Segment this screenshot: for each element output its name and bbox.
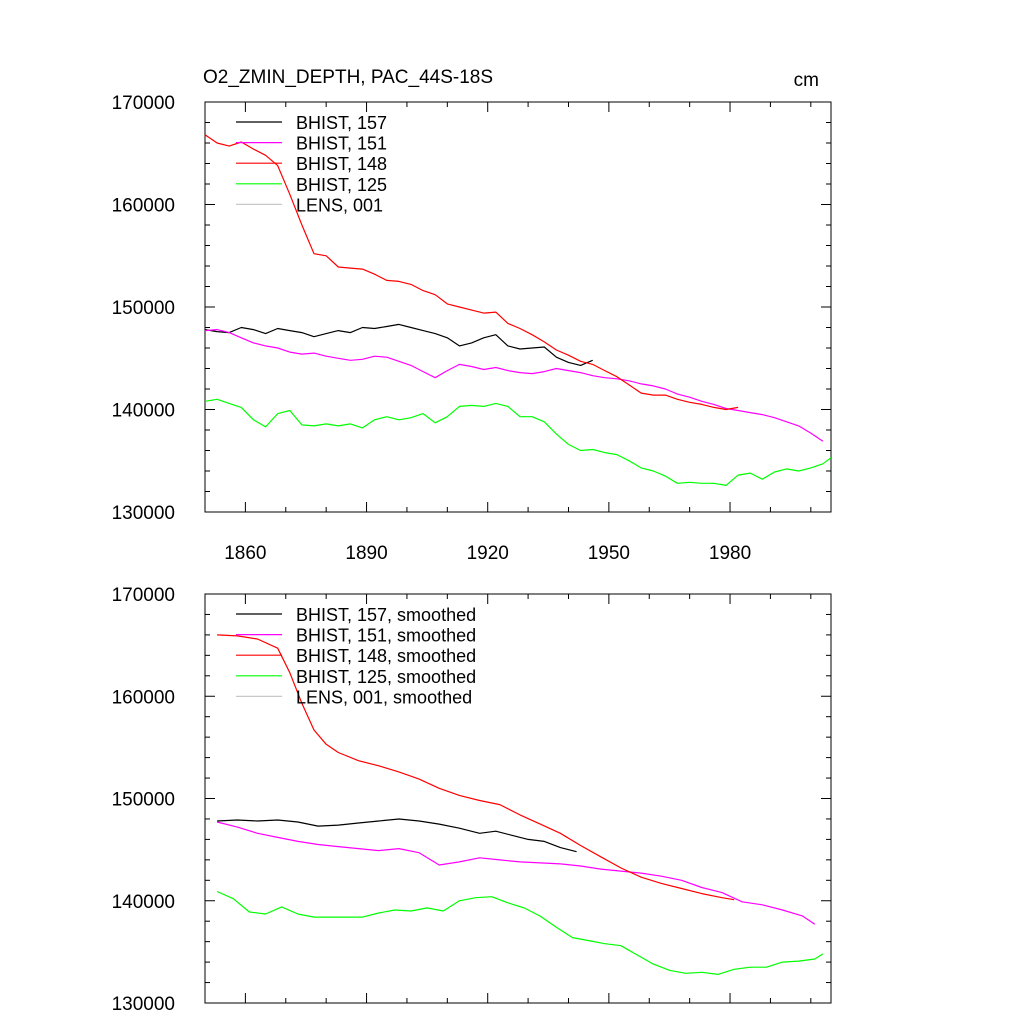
- series-line-0: [217, 818, 577, 853]
- series-line-0: [204, 323, 593, 366]
- units-label: cm: [794, 70, 819, 91]
- series-line-3: [204, 398, 832, 486]
- legend-label: BHIST, 125: [296, 175, 387, 195]
- series-line-2: [217, 634, 735, 901]
- y-tick-label: 130000: [112, 503, 175, 524]
- legend-label: BHIST, 148: [296, 154, 387, 174]
- series-line-1: [204, 329, 824, 442]
- legend-label: LENS, 001: [296, 195, 383, 215]
- y-tick-label: 140000: [112, 892, 175, 913]
- series-line-3: [216, 890, 824, 975]
- legend-label: BHIST, 125, smoothed: [296, 667, 476, 687]
- legend-label: BHIST, 157, smoothed: [296, 605, 476, 625]
- legend-label: BHIST, 157: [296, 113, 387, 133]
- top-panel: 1860 1890 1920 1950 1980 130000 140000 150000 16…: [112, 93, 832, 564]
- y-tick-label: 150000: [112, 298, 175, 319]
- x-tick-label: 1920: [467, 543, 509, 564]
- legend-label: BHIST, 151, smoothed: [296, 626, 476, 646]
- x-tick-label: 1950: [588, 543, 630, 564]
- series-line-1: [216, 821, 816, 925]
- y-tick-label: 160000: [112, 196, 175, 217]
- legend-label: LENS, 001, smoothed: [296, 687, 472, 707]
- y-tick-label: 130000: [112, 994, 175, 1015]
- x-tick-label: 1860: [224, 543, 266, 564]
- y-tick-label: 150000: [112, 790, 175, 811]
- y-tick-label: 170000: [112, 93, 175, 114]
- x-tick-label: 1890: [345, 543, 387, 564]
- y-tick-label: 160000: [112, 687, 175, 708]
- legend-label: BHIST, 148, smoothed: [296, 646, 476, 666]
- y-tick-label: 170000: [112, 585, 175, 606]
- figure-title: O2_ZMIN_DEPTH, PAC_44S-18S: [203, 67, 493, 88]
- y-tick-label: 140000: [112, 401, 175, 422]
- legend-label: BHIST, 151: [296, 134, 387, 154]
- series-line-2: [204, 134, 739, 411]
- x-tick-label: 1980: [709, 543, 751, 564]
- bottom-panel: 130000 140000 150000 160000 170000 BHIST, 157…: [112, 585, 832, 1015]
